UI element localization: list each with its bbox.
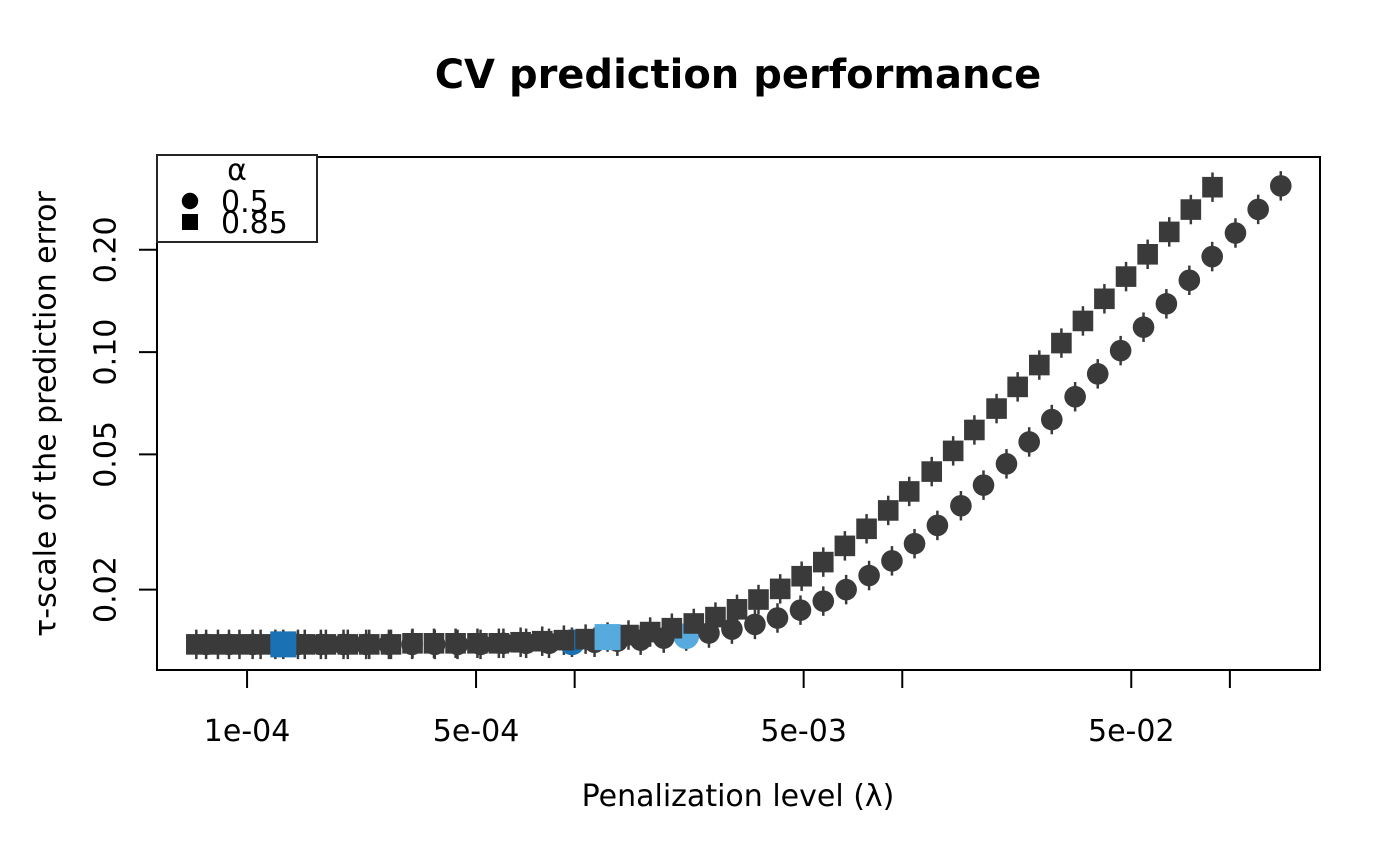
y-tick-label: 0.05: [89, 421, 124, 488]
point-alpha-0.5: [1269, 175, 1292, 197]
point-alpha-0.5: [310, 633, 332, 656]
point-alpha-0.5: [1224, 222, 1247, 244]
point-alpha-0.5: [538, 632, 560, 655]
point-alpha-0.5: [469, 633, 492, 656]
legend-circle-marker: [181, 192, 199, 210]
point-alpha-0.5: [835, 578, 857, 601]
point-alpha-0.5: [1086, 363, 1109, 385]
point-alpha-0.5: [515, 632, 537, 655]
point-alpha-0.85: [683, 613, 705, 634]
point-alpha-0.85: [791, 565, 812, 587]
y-tick-label: 0.02: [89, 556, 124, 623]
point-alpha-0.5: [378, 633, 400, 656]
x-tick-label: 5e-02: [1088, 714, 1175, 749]
point-alpha-0.85: [705, 606, 726, 628]
point-alpha-0.85: [1202, 176, 1223, 198]
point-alpha-0.5: [355, 633, 377, 656]
point-alpha-0.5: [995, 453, 1018, 475]
point-alpha-0.85: [748, 589, 769, 610]
point-alpha-0.85: [769, 578, 791, 600]
point-alpha-0.85: [898, 481, 920, 502]
point-alpha-0.85: [726, 599, 748, 620]
point-alpha-0.5: [789, 599, 812, 621]
point-alpha-0.5: [721, 618, 743, 640]
point-alpha-0.5: [903, 532, 926, 555]
legend-label: 0.5: [221, 185, 269, 220]
point-alpha-0.5: [1201, 245, 1223, 268]
point-alpha-0.85: [1180, 199, 1202, 220]
point-alpha-0.5: [1018, 431, 1040, 453]
point-alpha-0.85: [964, 419, 985, 441]
point-alpha-0.85: [1029, 354, 1050, 376]
point-alpha-0.5: [1132, 316, 1155, 338]
y-tick-label: 0.10: [89, 319, 124, 386]
point-alpha-0.5: [629, 629, 652, 651]
chart-title: CV prediction performance: [434, 52, 1042, 98]
point-alpha-0.5: [1109, 339, 1132, 362]
point-alpha-0.5: [1040, 408, 1063, 431]
point-alpha-0.5: [766, 607, 789, 629]
point-alpha-0.5: [744, 613, 766, 636]
point-alpha-0.5: [401, 633, 423, 656]
point-alpha-0.85: [921, 461, 943, 482]
point-alpha-0.85: [1072, 310, 1094, 332]
point-alpha-0.5: [972, 474, 995, 496]
point-alpha-0.5: [1064, 385, 1086, 408]
point-alpha-0.5: [446, 633, 469, 656]
point-alpha-0.85: [942, 440, 964, 462]
x-axis-title: Penalization level (λ): [581, 779, 895, 814]
point-alpha-0.5: [652, 627, 675, 649]
y-tick-label: 0.20: [89, 216, 124, 283]
point-alpha-0.5: [241, 633, 264, 656]
point-alpha-0.5: [858, 564, 880, 587]
plot-frame: [156, 156, 1321, 671]
point-alpha-0.85: [1115, 266, 1137, 287]
point-alpha-0.5: [195, 633, 217, 656]
point-alpha-0.85: [986, 398, 1007, 419]
point-alpha-0.5: [332, 633, 355, 656]
point-alpha-0.85: [812, 551, 834, 573]
point-alpha-0.85: [1051, 332, 1072, 354]
point-alpha-0.5: [1178, 269, 1201, 292]
x-tick-label: 5e-04: [433, 714, 520, 749]
point-alpha-0.5: [218, 633, 240, 656]
point-alpha-0.5: [926, 514, 949, 537]
point-alpha-0.85: [1137, 244, 1158, 265]
legend-square-marker: [182, 214, 198, 230]
point-alpha-0.85: [834, 535, 856, 557]
legend-label: 0.85: [221, 206, 288, 241]
point-alpha-0.5: [950, 494, 972, 517]
legend-title: α: [227, 153, 247, 188]
point-alpha-0.5: [492, 632, 515, 655]
point-alpha-0.5: [698, 622, 720, 644]
point-alpha-0.85: [877, 500, 899, 521]
point-alpha-0.85: [856, 518, 877, 540]
point-alpha-0.5: [881, 550, 903, 572]
point-alpha-0.85: [1158, 221, 1180, 243]
highlight-point-alpha-0.85: [594, 624, 621, 651]
point-alpha-0.5: [1155, 293, 1178, 315]
x-tick-label: 5e-03: [760, 714, 847, 749]
point-alpha-0.5: [1247, 198, 1269, 221]
point-alpha-0.85: [1007, 376, 1028, 398]
point-alpha-0.5: [423, 633, 446, 656]
highlight-point-alpha-0.85: [270, 631, 297, 658]
point-alpha-0.5: [812, 590, 835, 612]
point-alpha-0.85: [1094, 288, 1115, 310]
x-tick-label: 1e-04: [204, 714, 291, 749]
